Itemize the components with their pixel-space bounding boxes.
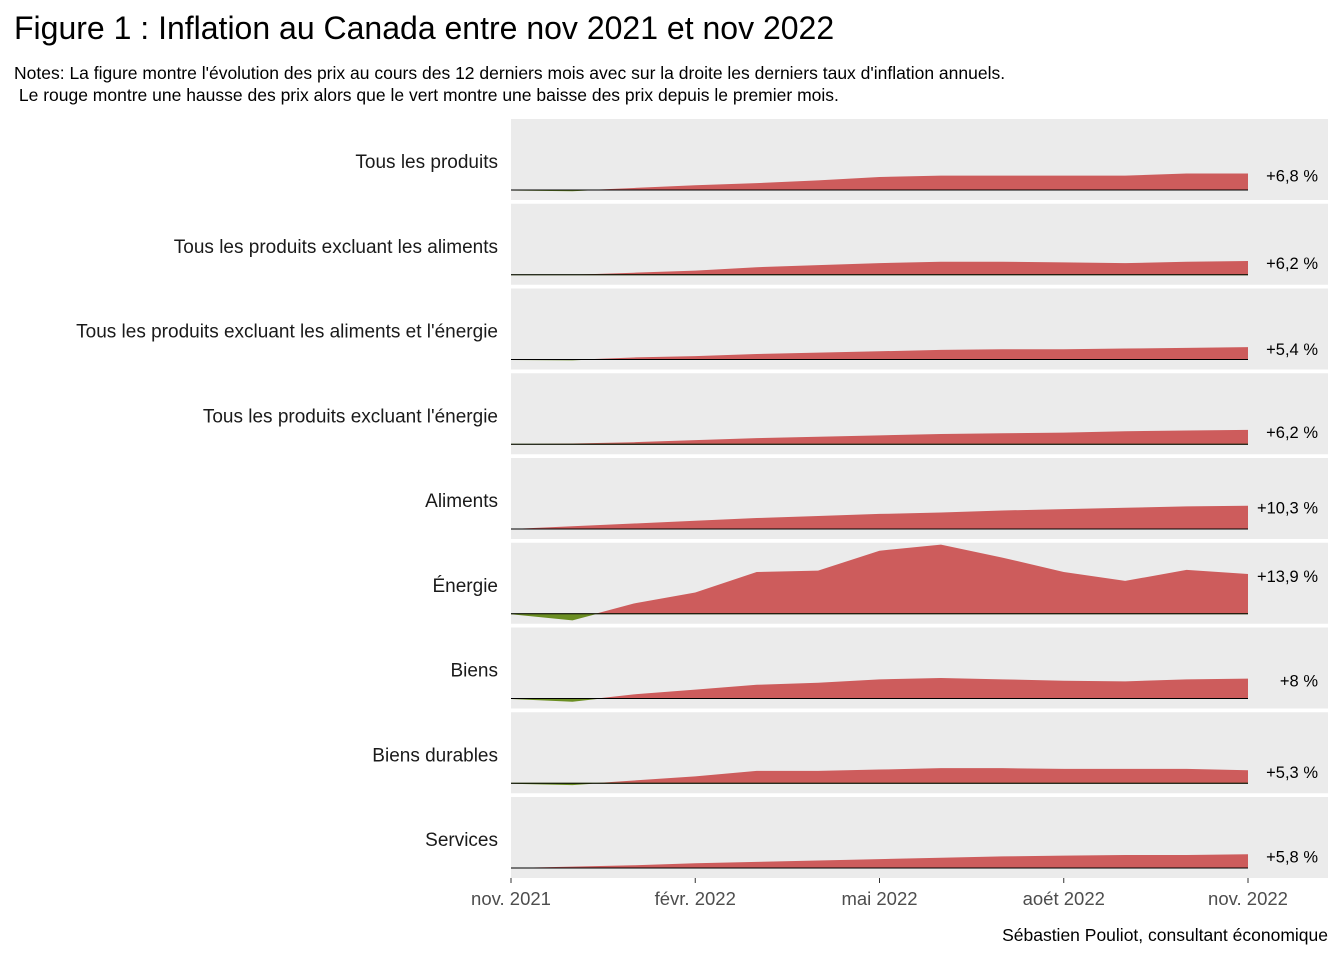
- series-label: Tous les produits excluant les aliments …: [76, 322, 498, 343]
- x-tick-label: nov. 2021: [471, 888, 551, 909]
- series-label: Tous les produits: [355, 152, 498, 173]
- end-value-label: +8 %: [1280, 673, 1318, 691]
- end-value-label: +10,3 %: [1257, 500, 1318, 518]
- facet-panel: Biens durables +5,3 %: [372, 712, 1328, 794]
- x-tick-label: aoét 2022: [1023, 888, 1105, 909]
- series-label: Biens: [450, 661, 498, 682]
- x-tick-label: nov. 2022: [1208, 888, 1288, 909]
- area-positive: [511, 173, 1248, 190]
- area-positive: [511, 854, 1248, 868]
- chart-caption: Sébastien Pouliot, consultant économique: [1002, 925, 1328, 945]
- series-label: Tous les produits excluant les aliments: [174, 237, 498, 258]
- facet-panel: Tous les produits +6,8 %: [355, 119, 1328, 200]
- series-label: Énergie: [433, 576, 499, 597]
- area-positive: [511, 544, 1248, 614]
- facet-panel: Tous les produits excluant les aliments …: [76, 288, 1328, 370]
- series-label: Aliments: [425, 491, 498, 512]
- facet-panel: Tous les produits excluant les aliments +…: [174, 203, 1328, 285]
- area-positive: [511, 677, 1248, 699]
- x-tick-label: mai 2022: [841, 888, 917, 909]
- facet-panel: Biens +8 %: [450, 627, 1328, 709]
- series-label: Services: [425, 830, 498, 851]
- area-positive: [511, 505, 1248, 529]
- area-positive: [511, 768, 1248, 784]
- end-value-label: +13,9 %: [1257, 568, 1318, 586]
- facet-panel: Aliments +10,3 %: [425, 458, 1328, 539]
- area-positive: [511, 347, 1248, 360]
- end-value-label: +5,3 %: [1266, 764, 1318, 782]
- facet-panel: Services +5,8 %: [425, 797, 1328, 878]
- facet-panel: Énergie +13,9 %: [433, 542, 1328, 624]
- chart-notes: Notes: La figure montre l'évolution des …: [14, 63, 1006, 105]
- facet-panel: Tous les produits excluant l'énergie +6,2…: [203, 373, 1328, 455]
- x-tick-label: févr. 2022: [655, 888, 736, 909]
- end-value-label: +5,4 %: [1266, 341, 1318, 359]
- end-value-label: +6,8 %: [1266, 168, 1318, 186]
- series-label: Tous les produits excluant l'énergie: [203, 406, 498, 427]
- end-value-label: +5,8 %: [1266, 848, 1318, 866]
- area-positive: [511, 261, 1248, 275]
- area-positive: [511, 429, 1248, 445]
- end-value-label: +6,2 %: [1266, 424, 1318, 442]
- end-value-label: +6,2 %: [1266, 255, 1318, 273]
- series-label: Biens durables: [372, 745, 498, 766]
- chart-title: Figure 1 : Inflation au Canada entre nov…: [14, 10, 835, 46]
